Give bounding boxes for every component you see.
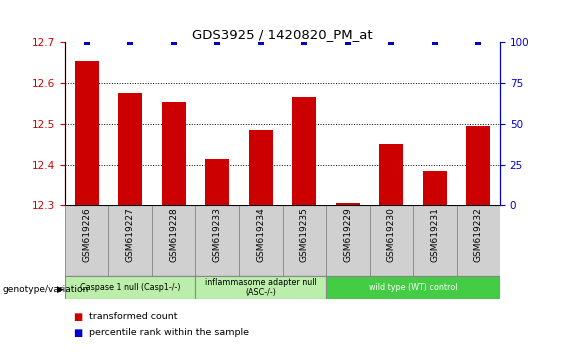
Bar xyxy=(239,205,282,276)
Bar xyxy=(152,205,195,276)
Point xyxy=(169,40,178,45)
Bar xyxy=(457,205,500,276)
Bar xyxy=(65,205,108,276)
Bar xyxy=(413,205,457,276)
Bar xyxy=(108,205,152,276)
Text: wild type (WT) control: wild type (WT) control xyxy=(369,283,457,292)
Bar xyxy=(205,159,229,205)
Bar xyxy=(195,205,239,276)
Text: GSM619234: GSM619234 xyxy=(257,207,265,262)
Point xyxy=(386,40,396,45)
Text: percentile rank within the sample: percentile rank within the sample xyxy=(89,328,249,337)
Point xyxy=(299,40,308,45)
Text: ▶: ▶ xyxy=(56,285,63,294)
Bar xyxy=(118,93,142,205)
Bar xyxy=(326,205,370,276)
Point xyxy=(256,40,265,45)
Point xyxy=(473,40,483,45)
Text: GSM619228: GSM619228 xyxy=(170,207,178,262)
Bar xyxy=(466,126,490,205)
Bar xyxy=(379,144,403,205)
Bar xyxy=(249,130,273,205)
Point xyxy=(212,40,221,45)
Text: ■: ■ xyxy=(73,328,82,338)
Bar xyxy=(65,276,195,299)
Bar xyxy=(75,61,99,205)
Text: GSM619232: GSM619232 xyxy=(474,207,483,262)
Bar xyxy=(282,205,326,276)
Text: genotype/variation: genotype/variation xyxy=(3,285,89,294)
Text: GSM619230: GSM619230 xyxy=(387,207,396,262)
Bar xyxy=(292,97,316,205)
Bar xyxy=(423,171,447,205)
Text: GSM619233: GSM619233 xyxy=(213,207,221,262)
Point xyxy=(82,40,92,45)
Point xyxy=(343,40,352,45)
Text: GSM619226: GSM619226 xyxy=(82,207,91,262)
Text: GSM619227: GSM619227 xyxy=(126,207,134,262)
Point xyxy=(430,40,439,45)
Text: GSM619229: GSM619229 xyxy=(344,207,352,262)
Text: inflammasome adapter null
(ASC-/-): inflammasome adapter null (ASC-/-) xyxy=(205,278,316,297)
Text: GSM619235: GSM619235 xyxy=(300,207,308,262)
Text: GSM619231: GSM619231 xyxy=(431,207,439,262)
Bar xyxy=(162,102,186,205)
Bar xyxy=(370,205,413,276)
Title: GDS3925 / 1420820_PM_at: GDS3925 / 1420820_PM_at xyxy=(192,28,373,41)
Bar xyxy=(195,276,326,299)
Point xyxy=(125,40,134,45)
Bar xyxy=(326,276,500,299)
Bar xyxy=(336,203,360,205)
Text: transformed count: transformed count xyxy=(89,312,178,321)
Text: ■: ■ xyxy=(73,312,82,322)
Text: Caspase 1 null (Casp1-/-): Caspase 1 null (Casp1-/-) xyxy=(80,283,180,292)
